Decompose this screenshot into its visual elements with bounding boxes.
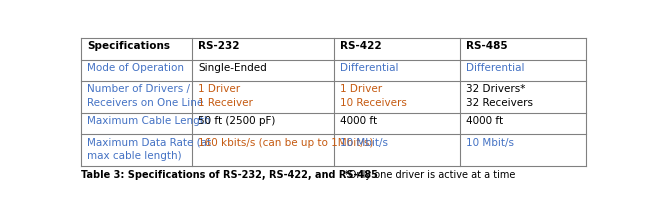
Text: Maximum Data Rate (at
max cable length): Maximum Data Rate (at max cable length): [87, 138, 212, 161]
Text: Specifications: Specifications: [87, 41, 171, 51]
Text: 32 Drivers*
32 Receivers: 32 Drivers* 32 Receivers: [466, 84, 533, 108]
Text: 4000 ft: 4000 ft: [466, 116, 503, 126]
Text: Mode of Operation: Mode of Operation: [87, 63, 184, 73]
Text: RS-485: RS-485: [466, 41, 507, 51]
Text: Maximum Cable Length: Maximum Cable Length: [87, 116, 211, 126]
Text: 1 Driver
10 Receivers: 1 Driver 10 Receivers: [340, 84, 407, 108]
Text: Table 3: Specifications of RS-232, RS-422, and RS-485: Table 3: Specifications of RS-232, RS-42…: [81, 170, 378, 180]
Text: RS-422: RS-422: [340, 41, 381, 51]
Text: RS-232: RS-232: [199, 41, 240, 51]
Text: 160 kbits/s (can be up to 1Mbit/s): 160 kbits/s (can be up to 1Mbit/s): [199, 138, 374, 148]
Text: 50 ft (2500 pF): 50 ft (2500 pF): [199, 116, 276, 126]
Text: *Only one driver is active at a time: *Only one driver is active at a time: [344, 170, 515, 180]
Text: 4000 ft: 4000 ft: [340, 116, 377, 126]
Text: 10 Mbit/s: 10 Mbit/s: [340, 138, 388, 148]
Text: Number of Drivers /
Receivers on One Line: Number of Drivers / Receivers on One Lin…: [87, 84, 204, 108]
Text: 1 Driver
1 Receiver: 1 Driver 1 Receiver: [199, 84, 253, 108]
Text: Differential: Differential: [340, 63, 398, 73]
Text: Single-Ended: Single-Ended: [199, 63, 267, 73]
Text: Differential: Differential: [466, 63, 524, 73]
Text: 10 Mbit/s: 10 Mbit/s: [466, 138, 514, 148]
